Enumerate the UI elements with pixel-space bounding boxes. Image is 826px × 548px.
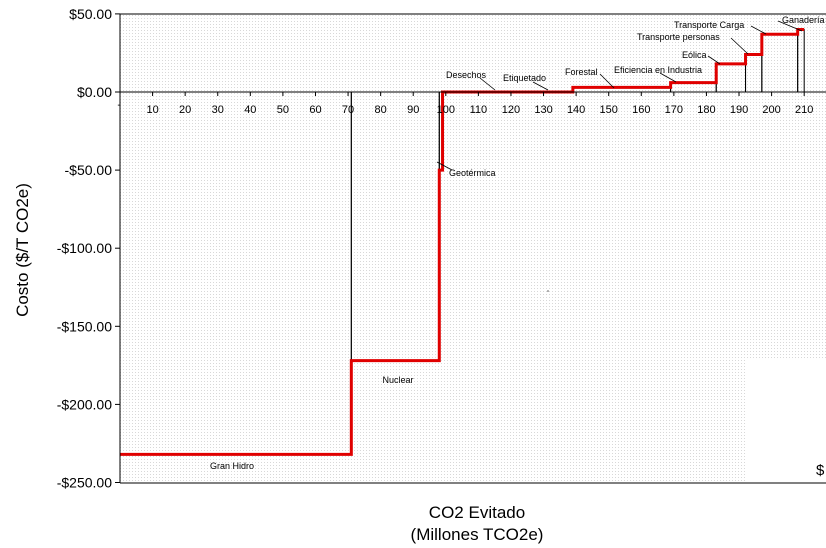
x-tick-label: 70 bbox=[342, 104, 354, 116]
annotation-leader bbox=[777, 20, 803, 32]
x-tick-label: 90 bbox=[407, 104, 419, 116]
segment-annotation: Forestal bbox=[565, 67, 598, 77]
annotation-leader bbox=[532, 81, 549, 91]
stray-dollar-text: $ bbox=[816, 462, 825, 479]
x-tick-label: 100 bbox=[437, 104, 455, 116]
x-tick-label: 150 bbox=[600, 104, 618, 116]
x-tick-label: 40 bbox=[244, 104, 256, 116]
x-axis-title: CO2 Evitado bbox=[429, 503, 525, 522]
x-tick-label: 10 bbox=[146, 104, 158, 116]
x-tick-label: 60 bbox=[309, 104, 321, 116]
segment-annotation: Transporte Carga bbox=[674, 20, 744, 30]
x-tick-label: 80 bbox=[375, 104, 387, 116]
segment-annotation: Etiquetado bbox=[503, 73, 546, 83]
stray-dot bbox=[547, 290, 549, 292]
x-tick-label: 120 bbox=[502, 104, 520, 116]
annotation-leader bbox=[479, 77, 496, 91]
annotation-leader bbox=[436, 161, 453, 171]
annotation-leader bbox=[707, 55, 721, 65]
y-tick-label: $0.00 bbox=[77, 84, 112, 100]
annotation-leader bbox=[750, 25, 767, 35]
x-tick-label: 140 bbox=[567, 104, 585, 116]
segment-annotation: Transporte personas bbox=[637, 32, 720, 42]
x-tick-label: 110 bbox=[470, 104, 488, 116]
annotation-leader bbox=[659, 72, 677, 83]
y-tick-label: -$150.00 bbox=[57, 318, 112, 334]
x-axis-subtitle: (Millones TCO2e) bbox=[411, 525, 544, 544]
segment-annotation: Ganadería bbox=[782, 15, 825, 25]
segment-annotation: Nuclear bbox=[382, 375, 413, 385]
y-tick-label: -$200.00 bbox=[57, 396, 112, 412]
x-tick-label: 50 bbox=[277, 104, 289, 116]
y-tick-label: -$250.00 bbox=[57, 475, 112, 491]
cost-step-line bbox=[120, 28, 805, 456]
annotation-leader bbox=[730, 37, 749, 55]
segment-annotation: Geotérmica bbox=[449, 168, 496, 178]
plot-area bbox=[120, 14, 826, 483]
x-tick-label: 20 bbox=[179, 104, 191, 116]
y-tick-label: -$100.00 bbox=[57, 240, 112, 256]
annotation-leader bbox=[599, 73, 615, 89]
y-tick-label: $50.00 bbox=[69, 6, 112, 22]
x-tick-label: 130 bbox=[534, 104, 552, 116]
x-tick-label: 30 bbox=[212, 104, 224, 116]
x-tick-label: - bbox=[117, 100, 120, 111]
x-tick-label: 160 bbox=[632, 104, 650, 116]
x-tick-label: 200 bbox=[762, 104, 780, 116]
segment-annotation: Eólica bbox=[682, 50, 707, 60]
x-tick-label: 180 bbox=[697, 104, 715, 116]
x-tick-label: 210 bbox=[795, 104, 813, 116]
x-tick-label: 170 bbox=[665, 104, 683, 116]
segment-annotation: Gran Hidro bbox=[210, 461, 254, 471]
segment-annotation: Desechos bbox=[446, 70, 487, 80]
y-tick-label: -$50.00 bbox=[65, 162, 113, 178]
segment-annotation: Eficiencia en Industria bbox=[614, 65, 702, 75]
x-tick-label: 190 bbox=[730, 104, 748, 116]
y-axis-title: Costo ($/T CO2e) bbox=[13, 183, 32, 317]
legend-mask bbox=[746, 360, 826, 490]
